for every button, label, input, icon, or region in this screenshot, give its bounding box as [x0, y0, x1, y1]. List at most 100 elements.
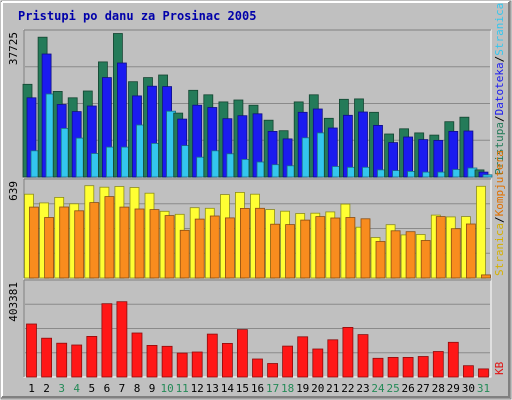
bar-middle-kompjutera-day-19 [300, 219, 311, 279]
x-tick-label-day-15: 15 [236, 382, 249, 395]
bar-middle-kompjutera-day-31 [481, 274, 491, 279]
chart-panels: 37725Pristupa/Datoteka/Stranica639Strani… [7, 3, 506, 378]
bar-bottom-kb-day-25 [387, 356, 399, 378]
bar-bottom-kb-day-7 [116, 301, 128, 378]
x-tick-label-day-6: 6 [104, 382, 111, 395]
legend-entry: Stranica [493, 223, 506, 276]
x-tick-label-day-24: 24 [371, 382, 385, 395]
legend-entry: KB [493, 361, 506, 375]
x-tick-label-day-21: 21 [326, 382, 339, 395]
legend-entry: Datoteka [493, 62, 506, 115]
legend-entry: Pristupa [493, 122, 506, 175]
x-tick-label-day-13: 13 [206, 382, 219, 395]
x-tick-label-day-17: 17 [266, 382, 279, 395]
bar-middle-kompjutera-day-20 [315, 216, 326, 279]
x-tick-label-day-11: 11 [176, 382, 189, 395]
y-max-label: 37725 [7, 32, 20, 65]
legend-entry: Stranica [493, 3, 506, 56]
bar-bottom-kb-day-12 [191, 351, 203, 378]
bar-middle-kompjutera-day-30 [465, 223, 476, 279]
x-tick-label-day-10: 10 [160, 382, 173, 395]
x-tick-label-day-12: 12 [191, 382, 204, 395]
bar-bottom-kb-day-31 [478, 368, 489, 378]
bar-middle-kompjutera-day-29 [450, 228, 461, 279]
bar-bottom-kb-day-6 [101, 303, 113, 378]
legend-entry: / [493, 115, 506, 122]
x-tick-label-day-30: 30 [462, 382, 475, 395]
bar-bottom-kb-day-8 [131, 332, 143, 378]
x-tick-label-day-26: 26 [401, 382, 414, 395]
bar-bottom-kb-day-1 [26, 323, 37, 378]
bar-middle-kompjutera-day-27 [420, 240, 431, 279]
y-max-label: 403381 [7, 282, 20, 322]
bar-middle-kompjutera-day-21 [330, 217, 341, 279]
legend-top: Pristupa/Datoteka/Stranica [493, 3, 506, 175]
bar-bottom-kb-day-13 [206, 333, 218, 378]
bar-top-stranica-day-31 [482, 174, 493, 178]
bar-middle-stranica-day-31 [476, 185, 486, 279]
x-tick-label-day-14: 14 [221, 382, 235, 395]
bar-bottom-kb-day-21 [327, 339, 339, 378]
panel-bottom: 403381 KB [7, 279, 506, 378]
bar-bottom-kb-day-16 [252, 358, 263, 378]
x-tick-label-day-7: 7 [119, 382, 126, 395]
bar-bottom-kb-day-28 [432, 351, 444, 378]
bar-bottom-kb-day-20 [312, 348, 324, 378]
x-tick-label-day-4: 4 [73, 382, 80, 395]
x-tick-label-day-9: 9 [149, 382, 156, 395]
bar-bottom-kb-day-2 [41, 337, 52, 378]
bar-middle-kompjutera-day-15 [239, 207, 250, 279]
bar-bottom-kb-day-30 [462, 365, 474, 378]
bar-top-datoteka-day-28 [433, 139, 444, 178]
bar-bottom-kb-day-24 [372, 357, 384, 378]
bar-middle-kompjutera-day-6 [104, 196, 115, 279]
bar-bottom-kb-day-17 [267, 363, 279, 378]
bar-bottom-kb-day-29 [447, 341, 459, 378]
bar-middle-kompjutera-day-10 [164, 215, 175, 279]
bar-bottom-kb-day-22 [342, 326, 354, 378]
legend-entry: Kompjutera [493, 150, 506, 216]
bar-bottom-kb-day-15 [236, 329, 248, 378]
bar-middle-kompjutera-day-4 [74, 210, 85, 279]
bar-middle-kompjutera-day-18 [285, 224, 296, 279]
bar-middle-kompjutera-day-24 [375, 241, 386, 279]
bar-bottom-kb-day-26 [402, 356, 414, 378]
bar-middle-kompjutera-day-28 [435, 216, 446, 279]
x-tick-label-day-1: 1 [28, 382, 35, 395]
x-tick-label-day-2: 2 [43, 382, 50, 395]
bar-middle-kompjutera-day-12 [194, 218, 205, 279]
bar-middle-kompjutera-day-16 [255, 207, 265, 279]
bar-middle-kompjutera-day-8 [134, 208, 145, 279]
bar-middle-kompjutera-day-26 [405, 231, 416, 279]
legend-entry: / [493, 56, 506, 63]
bar-bottom-kb-day-18 [282, 345, 294, 378]
bar-middle-kompjutera-day-25 [390, 230, 401, 279]
bar-middle-kompjutera-day-23 [360, 218, 371, 279]
bar-middle-kompjutera-day-14 [224, 217, 235, 279]
legend-bottom: KB [493, 361, 506, 375]
legend-middle: Stranica/Kompjutera [493, 150, 506, 276]
bar-middle-kompjutera-day-1 [29, 206, 39, 279]
bar-middle-kompjutera-day-13 [209, 215, 220, 279]
x-tick-label-day-25: 25 [386, 382, 399, 395]
bar-bottom-kb-day-19 [297, 336, 309, 378]
bar-middle-kompjutera-day-22 [345, 217, 356, 279]
bar-bottom-kb-day-4 [71, 344, 83, 378]
bar-bottom-kb-day-3 [56, 342, 68, 378]
x-tick-label-day-23: 23 [356, 382, 369, 395]
bar-bottom-kb-day-23 [357, 334, 369, 378]
x-tick-label-day-5: 5 [88, 382, 95, 395]
x-tick-label-day-22: 22 [341, 382, 354, 395]
x-tick-label-day-3: 3 [58, 382, 65, 395]
x-tick-label-day-31: 31 [477, 382, 490, 395]
x-tick-label-day-28: 28 [432, 382, 445, 395]
bar-bottom-kb-day-11 [176, 352, 188, 378]
bar-middle-kompjutera-day-11 [179, 229, 190, 279]
x-tick-label-day-8: 8 [134, 382, 141, 395]
bar-bottom-kb-day-14 [221, 342, 233, 378]
bar-bottom-kb-day-9 [146, 344, 158, 378]
panel-middle: 639 Stranica/Kompjutera [7, 150, 506, 279]
